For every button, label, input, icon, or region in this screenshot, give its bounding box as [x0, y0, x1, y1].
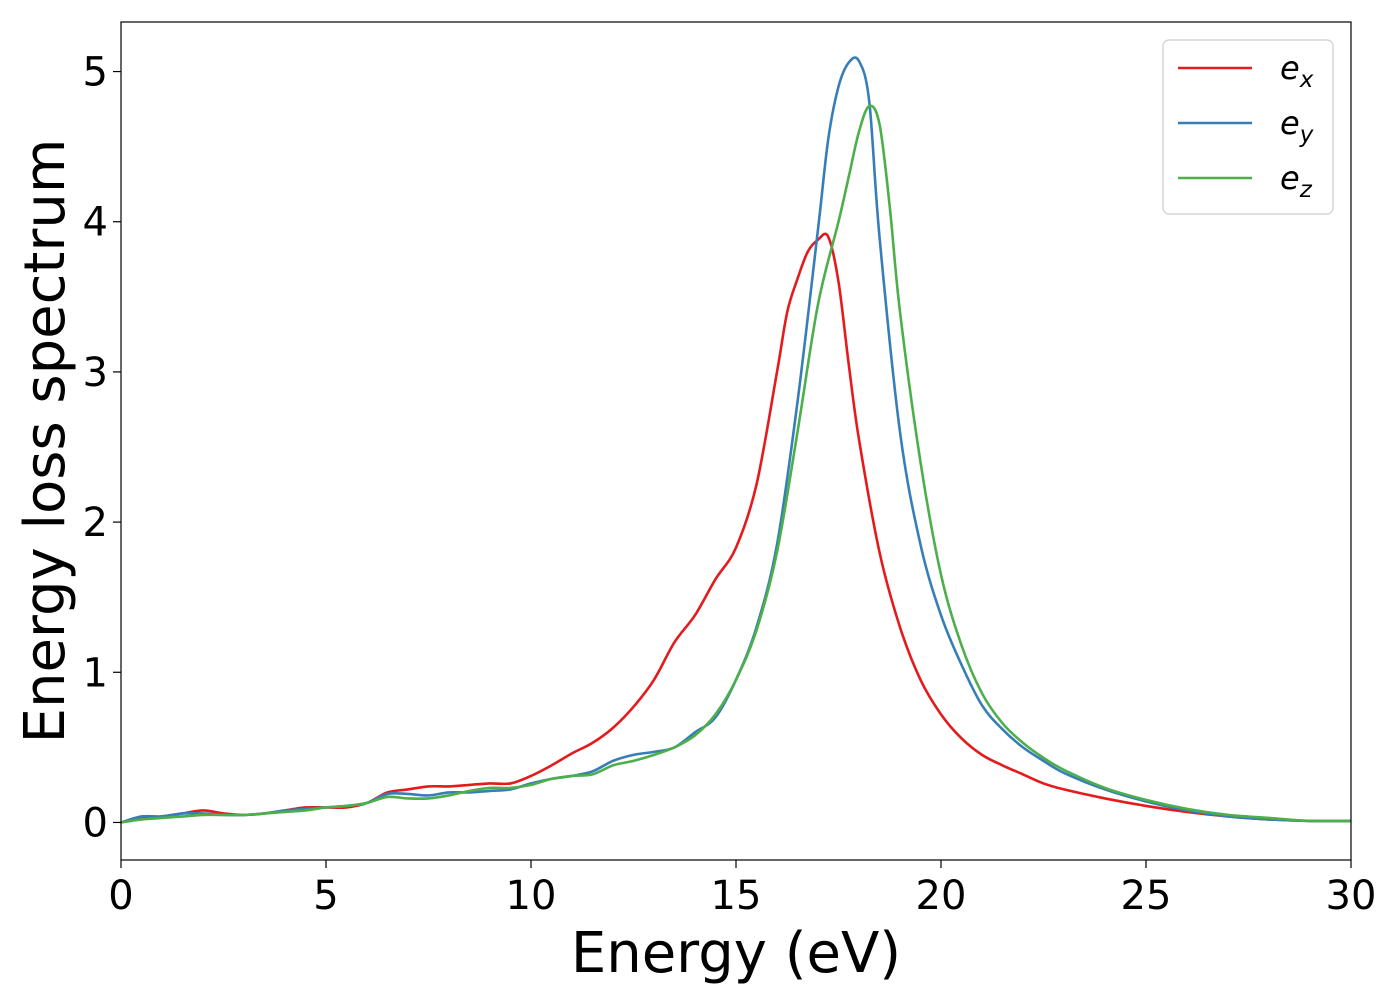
x-axis-label: Energy (eV) — [571, 921, 901, 986]
x-tick-label: 5 — [313, 873, 338, 919]
x-tick-label: 15 — [711, 873, 762, 919]
x-tick-label: 25 — [1121, 873, 1172, 919]
y-tick-label: 4 — [83, 200, 108, 246]
y-axis-label: Energy loss spectrum — [13, 139, 78, 744]
legend-label-x: ex — [1280, 49, 1314, 93]
series-line-x — [120, 232, 1352, 824]
x-tick-label: 10 — [506, 873, 557, 919]
y-tick-label: 0 — [83, 800, 108, 846]
x-tick-label: 30 — [1326, 873, 1377, 919]
series-line-z — [120, 104, 1352, 824]
series-layer — [120, 56, 1352, 824]
y-tick-label: 1 — [83, 650, 108, 696]
ticks-layer: 0 5 10 15 20 25 30 0 1 2 3 4 5 — [83, 50, 1377, 919]
y-tick-label: 5 — [83, 50, 108, 96]
y-tick-label: 2 — [83, 500, 108, 546]
x-tick-label: 0 — [108, 873, 133, 919]
y-tick-label: 3 — [83, 350, 108, 396]
x-tick-label: 20 — [916, 873, 967, 919]
legend-box — [1162, 39, 1334, 215]
